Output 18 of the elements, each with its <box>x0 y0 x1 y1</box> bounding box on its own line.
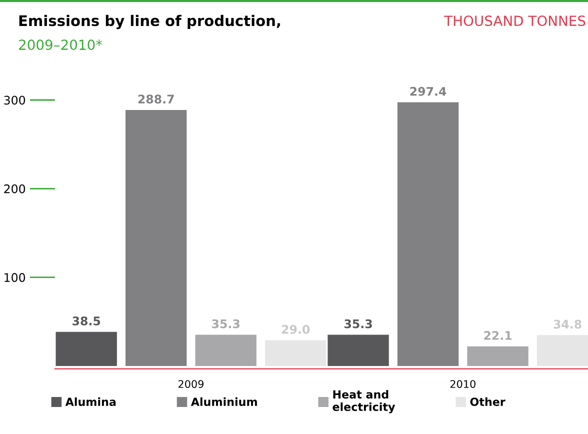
chart-title: Emissions by line of production, <box>19 14 280 30</box>
chart-subtitle: 2009–2010* <box>19 40 102 50</box>
data-label: 38.5 <box>72 316 100 326</box>
legend-label: Other <box>470 397 506 406</box>
data-label: 22.1 <box>484 331 512 340</box>
data-label: 297.4 <box>410 86 446 96</box>
x-tick-label: 2010 <box>450 380 476 388</box>
data-label: 35.3 <box>344 319 372 328</box>
y-tick-label: 200 <box>4 184 26 194</box>
text: THOUSAND TONNES <box>444 16 586 26</box>
legend-label: Aluminium <box>190 397 257 406</box>
y-tick-label: 100 <box>4 273 26 282</box>
legend-label: Heat and electricity <box>332 390 396 414</box>
y-tick-label: 300 <box>4 96 26 105</box>
x-tick-label: 2009 <box>178 380 204 388</box>
data-label: 35.3 <box>212 319 240 328</box>
legend-label: Alumina <box>65 397 116 406</box>
data-label: 288.7 <box>138 94 174 104</box>
